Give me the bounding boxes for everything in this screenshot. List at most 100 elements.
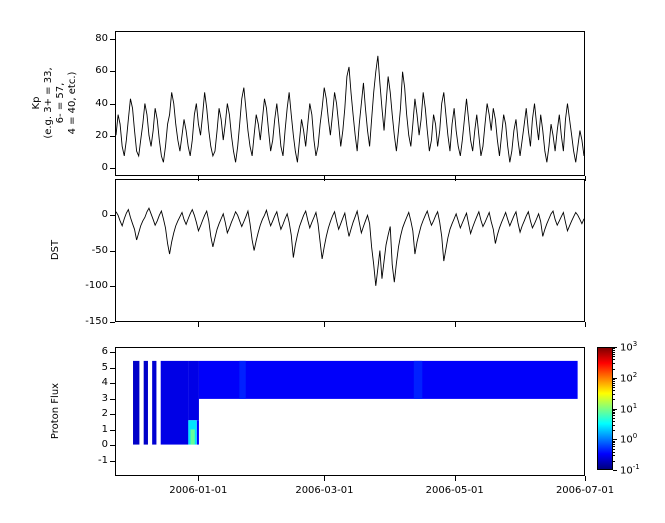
proton-xtick-mark xyxy=(585,476,586,481)
dst-ytick-mark xyxy=(110,286,115,288)
xtick-label: 2006-05-01 xyxy=(425,485,484,496)
kp-xtick-mark xyxy=(324,176,326,181)
colorbar-minor-tick xyxy=(613,384,615,386)
proton-flux-axis-label-text: Proton Flux xyxy=(50,382,61,440)
proton-ytick-mark xyxy=(110,398,115,400)
proton-flux-segment xyxy=(152,360,157,445)
kp-axis-label-line: Kp xyxy=(31,96,42,110)
dst-series-line xyxy=(116,207,584,286)
proton-xtick-mark xyxy=(324,476,326,481)
kp-axis-label-line: (e.g. 3+ = 33, xyxy=(43,67,54,139)
colorbar-minor-tick xyxy=(613,393,615,395)
proton-flux-segment xyxy=(413,360,423,399)
colorbar-minor-tick xyxy=(613,390,615,391)
colorbar-tick-label: 102 xyxy=(620,370,638,385)
colorbar-minor-tick xyxy=(613,430,615,431)
xtick-label: 2006-01-01 xyxy=(169,485,228,496)
colorbar-minor-tick xyxy=(613,382,615,384)
colorbar-minor-tick xyxy=(613,451,615,453)
dst-plot xyxy=(116,207,584,286)
proton-ytick-label: 4 xyxy=(101,377,108,389)
colorbar-minor-tick xyxy=(613,415,615,417)
colorbar-minor-tick xyxy=(613,359,615,361)
colorbar-minor-tick xyxy=(613,444,615,445)
proton-ytick-label: 5 xyxy=(101,361,108,373)
dst-xtick-mark xyxy=(454,322,456,327)
colorbar-minor-tick xyxy=(613,399,615,401)
colorbar-tick-mark xyxy=(613,470,617,471)
kp-ytick-label: 20 xyxy=(95,129,108,141)
proton-ytick-label: 2 xyxy=(101,408,108,420)
dst-ytick-mark xyxy=(110,250,115,252)
kp-ytick-mark xyxy=(110,135,115,137)
proton-ytick-label: 0 xyxy=(101,439,108,451)
colorbar-minor-tick xyxy=(613,409,615,411)
proton-ytick-mark xyxy=(110,367,115,369)
proton-ytick-mark xyxy=(110,445,115,447)
proton-flux-segment xyxy=(190,429,195,445)
colorbar-minor-tick xyxy=(613,348,615,350)
colorbar-minor-tick xyxy=(613,379,615,381)
colorbar xyxy=(597,347,613,470)
colorbar-minor-tick xyxy=(613,356,615,358)
kp-xtick-mark xyxy=(585,176,586,181)
proton-xtick-mark xyxy=(454,476,456,481)
kp-axis-label-line: 6- = 57, xyxy=(55,82,66,124)
proton-ytick-mark xyxy=(110,414,115,416)
proton-xtick-mark xyxy=(198,476,200,481)
kp-ytick-label: 0 xyxy=(101,161,108,173)
proton-panel xyxy=(115,347,585,476)
dst-axis-label-text: DST xyxy=(50,239,61,261)
colorbar-minor-tick xyxy=(613,448,615,450)
colorbar-minor-tick xyxy=(613,351,615,353)
proton-ytick-label: 1 xyxy=(101,423,108,435)
kp-ytick-label: 80 xyxy=(95,33,108,45)
proton-flux-segment xyxy=(143,360,148,445)
dst-xtick-mark xyxy=(324,322,326,327)
colorbar-tick-mark xyxy=(613,347,617,348)
colorbar-minor-tick xyxy=(613,440,615,442)
proton-ytick-label: -1 xyxy=(98,454,108,466)
proton-flux-segment xyxy=(239,360,246,399)
kp-series-line xyxy=(116,55,584,163)
colorbar-minor-tick xyxy=(613,417,615,419)
colorbar-minor-tick xyxy=(613,424,615,426)
proton-ytick-mark xyxy=(110,460,115,462)
colorbar-tick-label: 101 xyxy=(620,401,638,415)
proton-flux-segment xyxy=(133,360,140,445)
dst-xtick-mark xyxy=(585,322,586,327)
proton-flux-segment xyxy=(198,360,578,399)
colorbar-minor-tick xyxy=(613,413,615,415)
proton-ytick-mark xyxy=(110,429,115,431)
colorbar-tick-label: 10-1 xyxy=(620,463,640,477)
dst-ytick-mark xyxy=(110,214,115,216)
colorbar-minor-tick xyxy=(613,387,615,388)
colorbar-minor-tick xyxy=(613,368,615,370)
colorbar-minor-tick xyxy=(613,455,615,457)
kp-ytick-mark xyxy=(110,39,115,41)
colorbar-minor-tick xyxy=(613,442,615,444)
dst-axis-label: DST xyxy=(50,220,64,280)
proton-plot xyxy=(133,360,578,445)
kp-ytick-mark xyxy=(110,103,115,105)
colorbar-minor-tick xyxy=(613,350,615,351)
colorbar-tick-label: 103 xyxy=(620,340,638,354)
xtick-label: 2006-07-01 xyxy=(555,485,615,496)
proton-flux-segment xyxy=(188,360,199,421)
kp-panel xyxy=(115,31,585,176)
colorbar-minor-tick xyxy=(613,363,615,365)
colorbar-tick-mark xyxy=(613,439,617,441)
kp-ytick-mark xyxy=(110,71,115,73)
dst-ytick-label: 0 xyxy=(101,208,108,220)
dst-ytick-mark xyxy=(110,322,115,323)
proton-ytick-label: 6 xyxy=(101,346,108,358)
colorbar-tick-label: 100 xyxy=(620,432,638,446)
dst-ytick-label: -100 xyxy=(85,280,108,292)
colorbar-tick-mark xyxy=(613,408,617,410)
kp-ytick-label: 40 xyxy=(95,97,108,109)
xtick-label: 2006-03-01 xyxy=(295,485,354,496)
colorbar-minor-tick xyxy=(613,446,615,448)
colorbar-tick-mark xyxy=(613,377,617,379)
kp-xtick-mark xyxy=(454,176,456,181)
